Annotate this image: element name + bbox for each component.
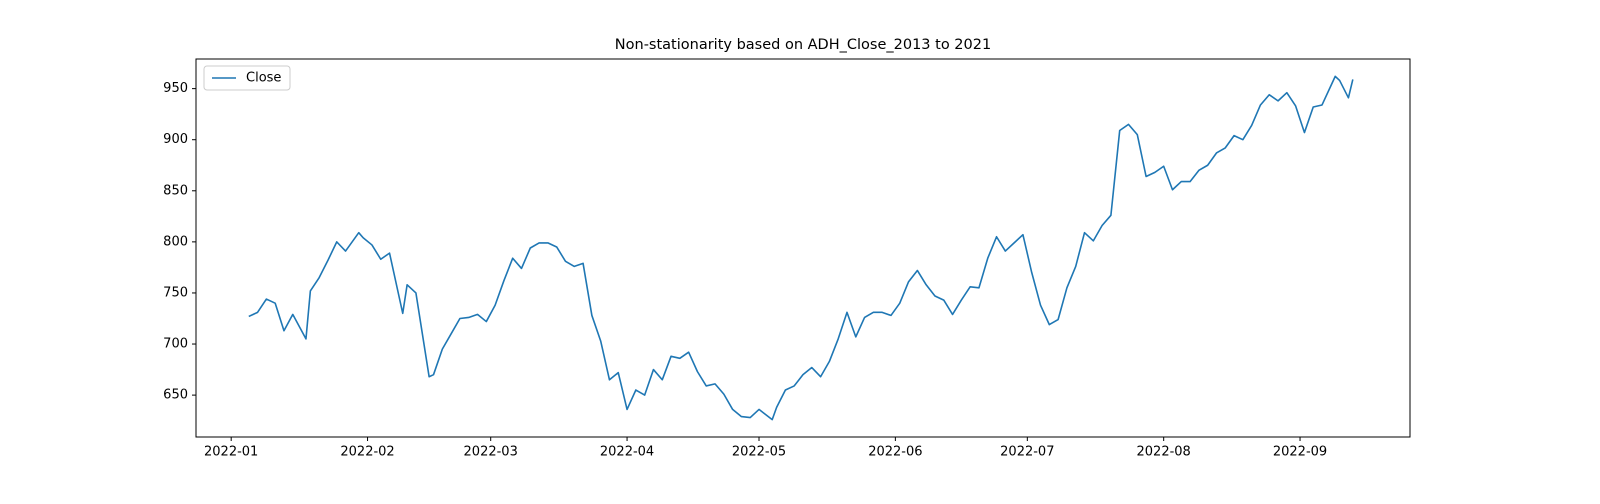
plot-frame [195,58,1411,438]
x-tick-label: 2022-08 [1137,445,1191,460]
x-tick-label: 2022-09 [1273,445,1327,460]
x-tick-label: 2022-02 [340,445,394,460]
y-tick-label: 950 [163,81,188,96]
x-tick-label: 2022-01 [204,445,258,460]
y-tick-label: 900 [163,132,188,147]
y-tick-label: 650 [163,388,188,403]
legend-label: Close [246,71,281,86]
x-tick-label: 2022-03 [464,445,518,460]
y-tick-label: 800 [163,234,188,249]
x-tick-label: 2022-06 [868,445,922,460]
x-tick-label: 2022-07 [1000,445,1054,460]
x-tick-label: 2022-05 [732,445,786,460]
y-tick-label: 700 [163,337,188,352]
line [248,75,1354,421]
legend-box [203,65,291,91]
y-tick-label: 850 [163,183,188,198]
chart-title: Non-stationarity based on ADH_Close_2013… [615,37,991,53]
x-tick-label: 2022-04 [600,445,654,460]
y-tick-label: 750 [163,285,188,300]
